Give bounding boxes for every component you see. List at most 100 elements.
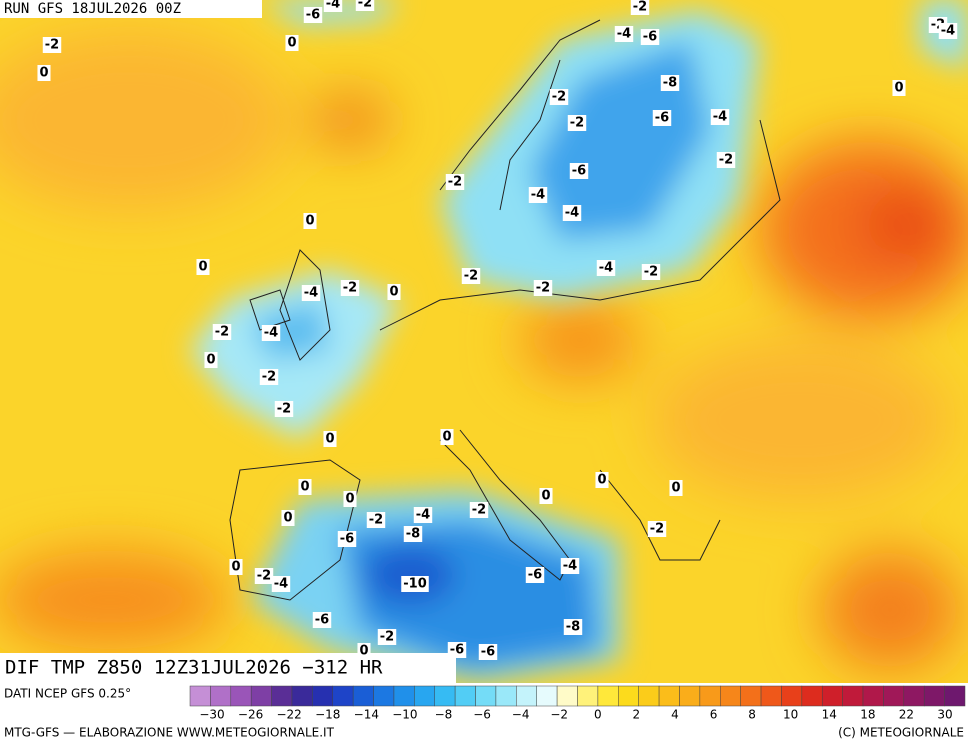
contour-label: -6 xyxy=(655,111,669,126)
label-box xyxy=(562,205,582,221)
scale-swatch xyxy=(210,685,232,707)
label-box xyxy=(478,644,498,660)
label-box xyxy=(298,479,312,495)
credit: MTG-GFS — ELABORAZIONE WWW.METEOGIORNALE… xyxy=(4,726,335,740)
label-box xyxy=(259,369,279,385)
contour-label: 0 xyxy=(597,473,606,488)
scale-swatch xyxy=(250,685,272,707)
label-box xyxy=(312,612,332,628)
contour-label: -8 xyxy=(663,76,677,91)
label-box xyxy=(440,429,454,445)
label-box xyxy=(337,531,357,547)
contour-label: 0 xyxy=(325,432,334,447)
label-box xyxy=(323,431,337,447)
scale-label: −4 xyxy=(512,708,530,722)
label-box xyxy=(303,213,317,229)
label-box xyxy=(37,65,51,81)
label-box xyxy=(387,284,401,300)
scale-swatch xyxy=(781,685,803,707)
scale-label: −10 xyxy=(392,708,417,722)
contour-label: -2 xyxy=(472,503,486,518)
contour-label: -4 xyxy=(304,286,318,301)
contour-label: 0 xyxy=(894,81,903,96)
scale-label: 2 xyxy=(633,708,641,722)
label-box xyxy=(549,89,569,105)
label-box xyxy=(366,512,386,528)
contour-label: -10 xyxy=(403,577,427,592)
label-box xyxy=(401,576,429,592)
contour-label: -4 xyxy=(326,0,340,12)
label-box xyxy=(469,502,489,518)
label-box xyxy=(212,324,232,340)
scale-swatch xyxy=(312,685,334,707)
label-box xyxy=(710,109,730,125)
source: DATI NCEP GFS 0.25° xyxy=(4,687,131,701)
contour-label: -4 xyxy=(531,188,545,203)
label-box xyxy=(641,264,661,280)
scale-swatch xyxy=(414,685,435,707)
contour-label: -2 xyxy=(215,325,229,340)
contour-label: 0 xyxy=(671,481,680,496)
scale-swatch xyxy=(271,685,293,707)
label-box xyxy=(892,80,906,96)
scale-label: 6 xyxy=(710,708,718,722)
label-box xyxy=(539,488,553,504)
title-box xyxy=(0,653,456,683)
label-box xyxy=(525,567,545,583)
label-box xyxy=(301,285,321,301)
contour-label: -4 xyxy=(941,24,955,39)
scale-swatch xyxy=(577,685,599,707)
label-box xyxy=(569,163,589,179)
contour-label: -2 xyxy=(448,175,462,190)
label-box xyxy=(528,187,548,203)
label-box xyxy=(42,37,62,53)
label-box xyxy=(445,174,465,190)
scale-swatch xyxy=(536,685,558,707)
map-title: DIF TMP Z850 12Z31JUL2026 −312 HR xyxy=(5,657,383,679)
contour-label: 0 xyxy=(198,260,207,275)
label-box xyxy=(261,325,281,341)
contour-label: 0 xyxy=(442,430,451,445)
contour-label: -2 xyxy=(262,370,276,385)
contour-label: -4 xyxy=(563,559,577,574)
scale-label: −30 xyxy=(199,708,224,722)
scale-label: −18 xyxy=(315,708,340,722)
scale-swatch xyxy=(720,685,741,707)
scale-swatch xyxy=(556,685,578,707)
contour-label: -2 xyxy=(570,116,584,131)
label-box xyxy=(271,576,291,592)
contour-label: -2 xyxy=(277,402,291,417)
contour-label: -6 xyxy=(528,568,542,583)
contour-label: -2 xyxy=(633,0,647,15)
contour-label: -4 xyxy=(274,577,288,592)
contour-label: 0 xyxy=(287,36,296,51)
label-box xyxy=(647,521,667,537)
scale-label: 4 xyxy=(671,708,679,722)
scale-label: 30 xyxy=(937,708,952,722)
scale-swatch xyxy=(842,685,864,707)
contour-label: -6 xyxy=(450,643,464,658)
label-box xyxy=(563,619,583,635)
scale-swatch xyxy=(475,685,497,707)
label-box xyxy=(560,558,580,574)
label-box xyxy=(660,75,680,91)
contour-label: -6 xyxy=(572,164,586,179)
label-box xyxy=(567,115,587,131)
contour-label: -2 xyxy=(644,265,658,280)
label-box xyxy=(596,260,616,276)
label-box xyxy=(377,629,397,645)
run-label: RUN GFS 18JUL2026 00Z xyxy=(4,1,181,17)
label-box xyxy=(229,559,243,575)
scale-swatch xyxy=(618,685,639,707)
scale-label: 14 xyxy=(822,708,837,722)
contour-label: -2 xyxy=(45,38,59,53)
scale-swatch xyxy=(699,685,721,707)
scale-swatch xyxy=(352,685,374,707)
scale-swatch xyxy=(903,685,925,707)
scale-label: 22 xyxy=(899,708,914,722)
scale-swatch xyxy=(230,685,252,707)
scale-swatch xyxy=(760,685,782,707)
contour-label: 0 xyxy=(345,492,354,507)
scale-swatch xyxy=(434,685,456,707)
